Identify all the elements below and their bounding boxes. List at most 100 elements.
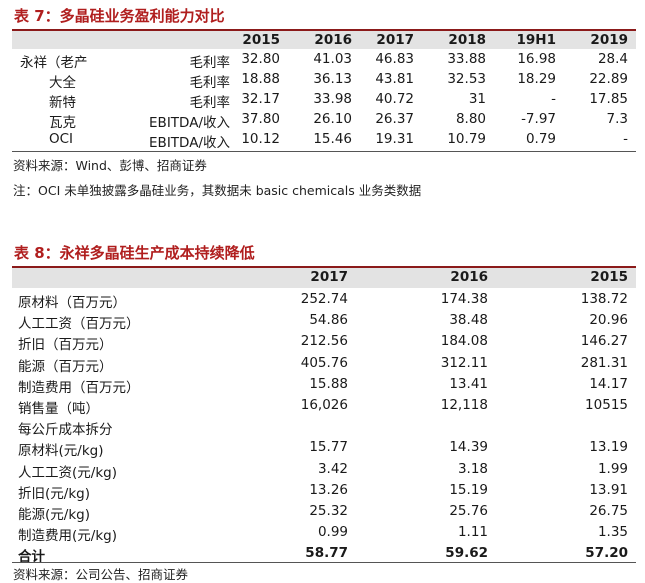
table7-note: 注：OCI 未单独披露多晶硅业务，其数据未 basic chemicals 业务… [13,183,422,198]
table7-company-name: 瓦克 [49,115,76,131]
table8-col-header: 2016 [450,269,488,285]
table8-row-label: 原材料（百万元） [18,295,126,311]
table8-cell: 1.99 [597,461,628,477]
table7-cell: 32.17 [241,91,280,107]
table8-cell: 59.62 [445,545,488,561]
table7-cell: 36.13 [313,71,352,87]
table7-cell: 18.88 [241,71,280,87]
table8-cell: 184.08 [440,333,488,349]
table8-cell: 14.39 [449,439,488,455]
table8-cell: 13.41 [449,376,488,392]
table8-cell: 405.76 [300,355,348,371]
table8-cell: 12,118 [440,397,488,413]
table7-col-header: 2019 [590,32,628,48]
table7-cell: 26.10 [313,111,352,127]
table7-col-header: 2018 [448,32,486,48]
table7-cell: 10.12 [241,131,280,147]
table8-row-label: 原材料(元/kg) [18,443,104,459]
table7-source: 资料来源：Wind、彭博、招商证券 [13,158,207,173]
table7-cell: 33.98 [313,91,352,107]
table7-cell: 26.37 [375,111,414,127]
table8-row-label: 制造费用(元/kg) [18,528,117,544]
table8-row-label: 制造费用（百万元） [18,380,140,396]
table7-header-band [12,31,636,49]
table7-cell: 18.29 [517,71,556,87]
table8-cell: 25.32 [309,503,348,519]
table7-title: 表 7：多晶硅业务盈利能力对比 [14,7,225,25]
table7-metric-name: 毛利率 [189,75,231,91]
table8-cell: 1.11 [457,524,488,540]
table7-cell: 43.81 [375,71,414,87]
table8-cell: 3.18 [457,461,488,477]
table8-cell: 15.77 [309,439,348,455]
table7-company-name: OCI [49,131,74,147]
table8-cell: 15.88 [309,376,348,392]
table7-col-header: 2017 [376,32,414,48]
table7-cell: 37.80 [241,111,280,127]
table7-bottom-rule [12,151,636,152]
table8-cell: 138.72 [580,291,628,307]
table8-cell: 13.19 [589,439,628,455]
table7-col-header: 19H1 [516,32,556,48]
table7-cell: 7.3 [606,111,628,127]
table7-cell: 10.79 [447,131,486,147]
table8-cell: 281.31 [580,355,628,371]
table7-col-header: 2016 [314,32,352,48]
table7-metric-name: 毛利率 [189,55,231,71]
table8-total-label: 合计 [18,549,45,565]
table8-row-label: 人工工资（百万元） [18,316,140,332]
table7-cell: 15.46 [313,131,352,147]
table8-cell: 38.48 [449,312,488,328]
table7-cell: 32.80 [241,51,280,67]
table8-row-label: 每公斤成本拆分 [18,422,113,438]
table8-cell: 212.56 [300,333,348,349]
table7-company-name: 新特 [49,95,76,111]
table8-cell: 58.77 [305,545,348,561]
table7-metric-name: EBITDA/收入 [149,115,230,131]
table7-cell: 33.88 [447,51,486,67]
table7-cell: 8.80 [455,111,486,127]
table7-metric-name: EBITDA/收入 [149,135,230,151]
table7-cell: 40.72 [375,91,414,107]
table8-col-header: 2017 [310,269,348,285]
table8-cell: 57.20 [585,545,628,561]
table8-cell: 3.42 [317,461,348,477]
table8-top-rule [12,266,636,268]
table7-company-name: 大全 [49,75,76,91]
table7-cell: 19.31 [375,131,414,147]
table7-top-rule [12,29,636,31]
table8-row-label: 折旧（百万元） [18,337,113,353]
table8-cell: 146.27 [580,333,628,349]
table7-cell: 41.03 [313,51,352,67]
table8-cell: 252.74 [300,291,348,307]
table8-cell: 14.17 [589,376,628,392]
table8-cell: 15.19 [449,482,488,498]
table7-cell: 0.79 [525,131,556,147]
table7-col-header: 2015 [242,32,280,48]
table7-cell: 17.85 [589,91,628,107]
table8-cell: 25.76 [449,503,488,519]
table7-cell: 32.53 [447,71,486,87]
table8-cell: 13.91 [589,482,628,498]
table8-cell: 0.99 [317,524,348,540]
table7-cell: - [551,91,556,107]
table8-cell: 10515 [585,397,628,413]
table7-metric-name: 毛利率 [189,95,231,111]
table8-source: 资料来源：公司公告、招商证券 [13,567,189,582]
table8-header-band [12,268,636,288]
table7-cell: - [623,131,628,147]
table8-row-label: 销售量（吨） [18,401,99,417]
table7-cell: 28.4 [597,51,628,67]
table7-cell: 22.89 [589,71,628,87]
table8-cell: 20.96 [589,312,628,328]
table7-cell: 46.83 [375,51,414,67]
table8-row-label: 折旧(元/kg) [18,486,90,502]
table8-row-label: 能源(元/kg) [18,507,90,523]
table7-cell: 31 [468,91,486,107]
table7-cell: -7.97 [521,111,556,127]
table8-cell: 174.38 [440,291,488,307]
table8-title: 表 8：永祥多晶硅生产成本持续降低 [14,244,255,262]
table8-cell: 16,026 [300,397,348,413]
table8-row-label: 人工工资(元/kg) [18,465,117,481]
table8-cell: 1.35 [597,524,628,540]
